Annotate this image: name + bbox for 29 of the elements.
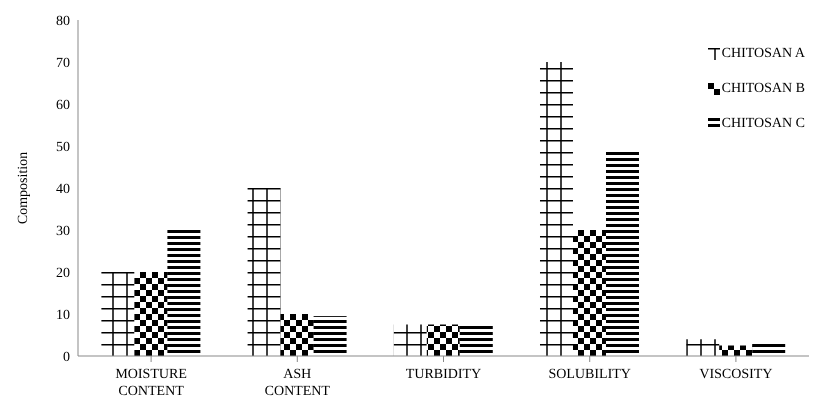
- x-tick-label: ASH CONTENT: [264, 367, 330, 399]
- legend-label: CHITOSAN B: [722, 80, 805, 96]
- bar: [394, 324, 427, 356]
- bar: [248, 188, 281, 356]
- y-axis-title: Composition: [16, 152, 31, 224]
- bar: [540, 62, 573, 356]
- y-tick-label: 0: [63, 350, 70, 365]
- bar: [460, 324, 493, 356]
- bar: [280, 314, 314, 356]
- bar: [572, 230, 606, 356]
- legend-label: CHITOSAN A: [722, 46, 805, 62]
- bar: [101, 272, 134, 356]
- bar: [426, 324, 460, 356]
- y-tick-label: 80: [56, 14, 70, 29]
- y-tick-label: 10: [56, 308, 70, 323]
- x-tick-label: MOISTURE CONTENT: [115, 367, 187, 399]
- bar: [134, 272, 168, 356]
- y-tick-label: 20: [56, 266, 70, 281]
- bar: [719, 346, 752, 356]
- y-tick-label: 60: [56, 98, 70, 113]
- x-tick-label: SOLUBILITY: [548, 367, 631, 382]
- y-tick-label: 30: [56, 224, 70, 239]
- x-tick-label: TURBIDITY: [406, 367, 482, 382]
- x-tick-label: VISCOSITY: [699, 367, 772, 382]
- y-tick-label: 70: [56, 56, 70, 71]
- y-tick-label: 50: [56, 140, 70, 155]
- bar: [686, 339, 720, 356]
- y-tick-label: 40: [56, 182, 70, 197]
- legend-label: CHITOSAN C: [722, 116, 805, 132]
